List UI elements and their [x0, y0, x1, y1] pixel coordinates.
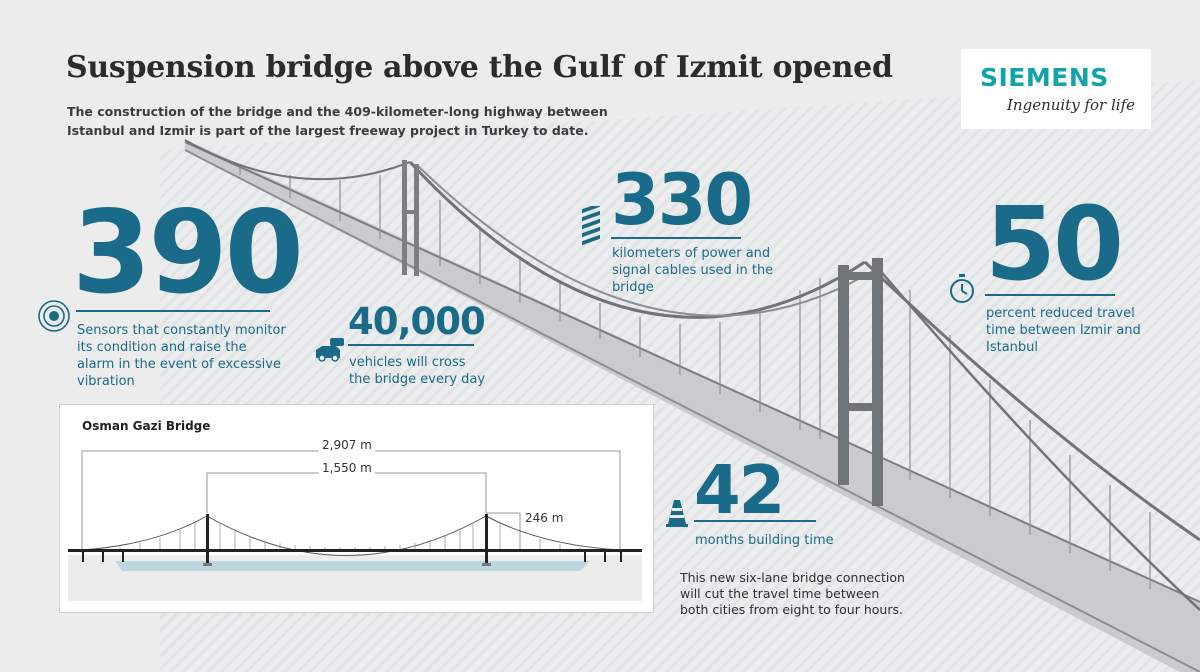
diagram-piers [82, 552, 622, 562]
siemens-logo: SIEMENS Ingenuity for life [961, 49, 1151, 129]
logo-wordmark: SIEMENS [980, 63, 1109, 92]
diagram-total-length: 2,907 m [319, 438, 375, 452]
deck-edge-top [184, 141, 1200, 603]
diagram-water [115, 561, 590, 571]
page-title: Suspension bridge above the Gulf of Izmi… [66, 50, 893, 85]
stat-cables-value: 330 [611, 159, 753, 241]
far-tower-left-leg [402, 160, 407, 275]
diagram-main-span: 1,550 m [319, 461, 375, 475]
near-tower-left-leg [838, 265, 849, 485]
stat-travel-rule [985, 294, 1115, 296]
near-tower-right-leg [872, 258, 883, 506]
stat-vehicles-value: 40,000 [348, 300, 486, 343]
logo-tagline: Ingenuity for life [1007, 96, 1135, 114]
summary-note: This new six-lane bridge connection will… [680, 570, 905, 617]
vehicles-icon [316, 338, 344, 362]
page-subtitle: The construction of the bridge and the 4… [67, 104, 608, 138]
far-tower-right-leg [414, 164, 419, 276]
traffic-cone-icon [666, 500, 688, 527]
stat-sensors-caption: Sensors that constantly monitor its cond… [77, 323, 286, 389]
far-tower-beam [402, 210, 419, 214]
diagram-cable-right [485, 515, 621, 551]
bridge-deck [185, 142, 1200, 672]
stat-cables-caption: kilometers of power and signal cables us… [612, 246, 774, 295]
stat-sensors-value: 390 [72, 186, 304, 319]
main-cable-center [408, 160, 866, 319]
bridge-diagram-drawing [68, 450, 642, 601]
stat-months-caption: months building time [695, 533, 834, 548]
main-cable-left [184, 139, 411, 181]
diagram-cable-main [206, 515, 487, 556]
backstay-cable [877, 267, 1200, 611]
diagram-tower-right [485, 514, 488, 564]
stat-vehicles-caption: vehicles will cross the bridge every day [349, 355, 486, 387]
sensor-icon [38, 300, 70, 332]
stat-travel-caption: percent reduced travel time between Izmi… [986, 306, 1141, 355]
diagram-title: Osman Gazi Bridge [82, 419, 211, 433]
bridge-diagram: Osman Gazi Bridge [59, 404, 654, 613]
diagram-deck [68, 549, 642, 552]
stat-months-rule [694, 520, 816, 522]
stat-travel-value: 50 [985, 185, 1124, 304]
diagram-tower-right-base [482, 563, 491, 566]
diagram-cable-left [81, 515, 208, 551]
diagram-hangers [119, 523, 581, 550]
stat-sensors-rule [76, 310, 270, 312]
main-cable-rear [417, 165, 879, 317]
diagram-tower-height: 246 m [522, 511, 567, 525]
stopwatch-icon [950, 274, 974, 303]
stat-cables-rule [611, 237, 741, 239]
stat-months-value: 42 [694, 451, 785, 529]
cable-icon [582, 206, 600, 246]
near-tower-beam-top [838, 272, 883, 280]
diagram-tower-left-base [203, 563, 212, 566]
stat-vehicles-rule [348, 344, 474, 346]
deck-edge-bottom [184, 149, 1200, 672]
diagram-tower-left [206, 514, 209, 564]
near-tower-beam-mid [838, 403, 883, 411]
